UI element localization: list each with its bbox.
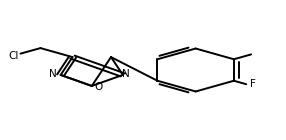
Text: Cl: Cl xyxy=(8,51,19,61)
Text: F: F xyxy=(249,79,255,89)
Text: O: O xyxy=(94,82,102,92)
Text: N: N xyxy=(49,69,57,79)
Text: N: N xyxy=(122,69,130,79)
